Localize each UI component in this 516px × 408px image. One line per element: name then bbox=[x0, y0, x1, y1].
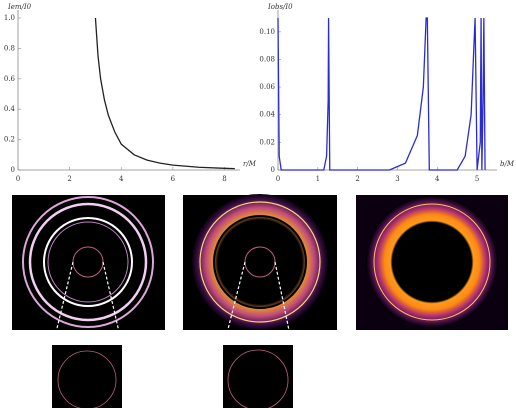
y-tick-label: 0 bbox=[11, 166, 15, 174]
x-tick-label: 0 bbox=[16, 175, 20, 183]
image-panel bbox=[356, 195, 508, 330]
zoom-inset bbox=[223, 261, 293, 408]
image-panel bbox=[183, 194, 337, 330]
image-panel bbox=[12, 195, 165, 330]
data-line bbox=[94, 17, 235, 170]
x-tick-label: 5 bbox=[475, 175, 479, 183]
x-tick-label: 4 bbox=[435, 175, 440, 183]
y-tick-label: 0.6 bbox=[4, 75, 16, 83]
x-axis-label: b/M bbox=[500, 160, 515, 168]
x-tick-label: 0 bbox=[276, 175, 280, 183]
x-tick-label: 2 bbox=[67, 175, 71, 183]
x-tick-label: 6 bbox=[171, 175, 176, 183]
y-tick-label: 0.02 bbox=[259, 138, 275, 146]
y-tick-label: 0.08 bbox=[259, 55, 275, 63]
x-axis-label: r/M bbox=[243, 160, 257, 168]
y-tick-label: 0.10 bbox=[259, 28, 275, 36]
y-tick-label: 0.8 bbox=[4, 44, 15, 52]
y-axis-label: Iobs/I0 bbox=[267, 3, 293, 11]
zoom-inset bbox=[52, 261, 123, 408]
y-tick-label: 0.04 bbox=[259, 111, 275, 119]
y-tick-label: 0.4 bbox=[4, 105, 16, 113]
x-tick-label: 2 bbox=[355, 175, 359, 183]
y-axis-label: Iem/I0 bbox=[7, 3, 32, 11]
data-line bbox=[277, 17, 486, 171]
x-tick-label: 3 bbox=[395, 175, 399, 183]
x-tick-label: 1 bbox=[316, 175, 320, 183]
x-tick-label: 8 bbox=[222, 175, 226, 183]
y-tick-label: 1.0 bbox=[4, 14, 15, 22]
y-tick-label: 0.2 bbox=[4, 136, 15, 144]
y-tick-label: 0 bbox=[271, 166, 275, 174]
x-tick-label: 4 bbox=[119, 175, 124, 183]
y-tick-label: 0.06 bbox=[259, 83, 275, 91]
